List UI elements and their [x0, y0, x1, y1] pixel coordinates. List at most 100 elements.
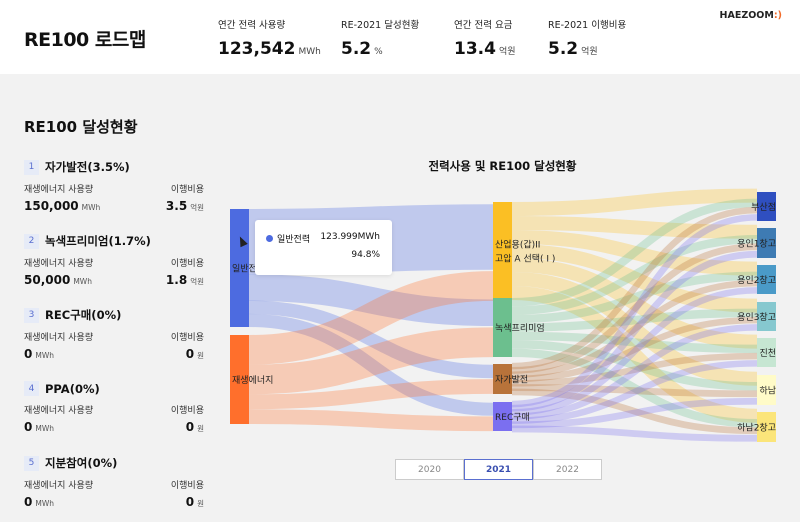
sankey-link-grn-b[interactable]	[511, 198, 758, 307]
sankey-node-rec[interactable]	[493, 402, 512, 431]
chart-tooltip: 일반전력 123.999MWh 94.8%	[255, 220, 392, 275]
re-method-item: 5 지분참여(0%) 재생에너지 사용량 이행비용 0 MWh 0 원	[24, 455, 204, 509]
sankey-node-y3[interactable]	[757, 302, 776, 331]
sankey-link-r-rec[interactable]	[248, 409, 494, 432]
cost-value: 1.8	[165, 273, 188, 287]
re-method-item: 4 PPA(0%) 재생에너지 사용량 이행비용 0 MWh 0 원	[24, 381, 204, 434]
sankey-link-rec-y3[interactable]	[511, 324, 758, 420]
usage-unit: MWh	[35, 351, 54, 360]
usage-value: 150,000	[24, 199, 79, 213]
tab-2020[interactable]: 2020	[395, 459, 464, 480]
kpi-value: 5.2	[341, 39, 372, 59]
sankey-link-self-b[interactable]	[511, 206, 758, 370]
sankey-link-self-y2[interactable]	[511, 279, 758, 378]
cost-label: 이행비용	[170, 185, 204, 195]
sankey-node-j[interactable]	[757, 338, 776, 367]
sankey-link-grn-j[interactable]	[511, 331, 758, 354]
tooltip-value: 123.999MWh	[320, 232, 380, 242]
sankey-link-ind-b[interactable]	[511, 188, 758, 216]
sankey-link-rec-j[interactable]	[511, 360, 758, 424]
kpi-label: 연간 전력 사용량	[218, 20, 286, 31]
cost-value: 0	[185, 347, 195, 361]
sankey-link-grn-y1[interactable]	[511, 235, 758, 315]
sankey-link-self-h[interactable]	[511, 384, 758, 398]
sankey-link-ind-y2[interactable]	[511, 230, 758, 276]
usage-label: 재생에너지 사용량	[24, 481, 94, 491]
usage-unit: MWh	[81, 203, 101, 212]
sankey-node-b[interactable]	[757, 192, 776, 221]
sankey-link-g-self[interactable]	[248, 300, 494, 379]
sankey-node-label: 하남	[759, 386, 776, 397]
sankey-node-y1[interactable]	[757, 228, 776, 258]
sankey-node-label: 자가발전	[495, 375, 528, 386]
sankey-link-r-grn[interactable]	[248, 327, 494, 395]
sankey-link-self-j[interactable]	[511, 352, 758, 387]
sankey-node-label: 용인1창고	[737, 239, 776, 250]
sankey-link-grn-h[interactable]	[511, 340, 758, 391]
usage-value: 0	[24, 495, 33, 509]
sankey-node-y2[interactable]	[757, 265, 776, 294]
usage-unit: MWh	[35, 499, 54, 508]
sankey-link-ind-y3[interactable]	[511, 244, 758, 313]
sankey-node-label: 재생에너지	[232, 375, 273, 386]
usage-unit: MWh	[73, 277, 92, 286]
sankey-link-ind-y1[interactable]	[511, 216, 758, 239]
tab-2021[interactable]: 2021	[464, 459, 533, 480]
tab-2022[interactable]: 2022	[533, 459, 602, 480]
sankey-link-self-y1[interactable]	[511, 243, 758, 374]
sankey-link-r-self[interactable]	[248, 379, 494, 410]
item-number: 1	[24, 159, 39, 175]
sankey-link-grn-y2[interactable]	[511, 271, 758, 324]
sankey-link-self-y3[interactable]	[511, 316, 758, 383]
kpi-value: 123,542	[218, 39, 296, 59]
sankey-link-rec-h2[interactable]	[511, 425, 758, 442]
sankey-link-r-ind[interactable]	[248, 271, 494, 365]
sankey-node-label: 산업용(갑)II	[495, 239, 540, 251]
top-header: RE100 로드맵 연간 전력 사용량 123,542 MWh RE-2021 달성…	[0, 0, 800, 74]
sankey-node-label: 하남2창고	[737, 423, 776, 434]
sankey-node-g[interactable]	[230, 209, 249, 327]
cost-label: 이행비용	[170, 259, 204, 269]
re-method-item: 1 자가발전(3.5%) 재생에너지 사용량 이행비용 150,000 MWh 3.5 억…	[24, 159, 204, 213]
sankey-node-h[interactable]	[757, 375, 776, 405]
sankey-link-ind-h[interactable]	[511, 272, 758, 386]
kpi-unit: MWh	[298, 47, 321, 57]
sankey-node-ind[interactable]	[493, 202, 512, 300]
kpi-unit: 억원	[581, 47, 598, 57]
cost-value: 0	[185, 495, 195, 509]
sankey-link-rec-y1[interactable]	[511, 250, 758, 412]
sankey-link-grn-y3[interactable]	[511, 308, 758, 332]
sankey-link-g-rec[interactable]	[248, 313, 494, 416]
usage-label: 재생에너지 사용량	[24, 185, 94, 195]
kpi-unit: %	[374, 47, 383, 57]
item-title: 지분참여(0%)	[45, 456, 118, 470]
sankey-link-g-grn[interactable]	[248, 274, 494, 327]
usage-unit: MWh	[35, 424, 54, 433]
sankey-link-grn-h2[interactable]	[511, 348, 758, 428]
kpi-re-achievement: RE-2021 달성현황 5.2%	[341, 17, 419, 59]
sankey-link-rec-h[interactable]	[511, 397, 758, 429]
sankey-node-r[interactable]	[230, 335, 249, 424]
sankey-link-rec-y2[interactable]	[511, 287, 758, 416]
kpi-value: 5.2	[548, 39, 579, 59]
usage-label: 재생에너지 사용량	[24, 333, 94, 343]
tooltip-percent: 94.8%	[351, 250, 380, 260]
sankey-link-ind-j[interactable]	[511, 258, 758, 349]
sankey-link-ind-h2[interactable]	[511, 286, 758, 423]
kpi-label: 연간 전력 요금	[454, 20, 513, 31]
sankey-node-label: REC구매	[495, 412, 530, 423]
sankey-link-rec-b[interactable]	[511, 214, 758, 408]
cost-unit: 원	[197, 351, 204, 360]
sankey-node-label: 용인3창고	[737, 312, 776, 323]
sankey-node-h2[interactable]	[757, 412, 776, 442]
tooltip-name: 일반전력	[277, 235, 311, 245]
kpi-annual-usage: 연간 전력 사용량 123,542 MWh	[218, 17, 321, 59]
legend-dot-icon	[266, 235, 273, 242]
haezoom-logo[interactable]: HAEZOOM:)	[719, 10, 782, 21]
re-method-item: 3 REC구매(0%) 재생에너지 사용량 이행비용 0 MWh 0 원	[24, 307, 204, 361]
cost-unit: 원	[197, 499, 204, 508]
sankey-node-self[interactable]	[493, 364, 512, 394]
usage-value: 50,000	[24, 273, 71, 287]
sankey-node-grn[interactable]	[493, 298, 512, 357]
sankey-link-self-h2[interactable]	[511, 388, 758, 435]
